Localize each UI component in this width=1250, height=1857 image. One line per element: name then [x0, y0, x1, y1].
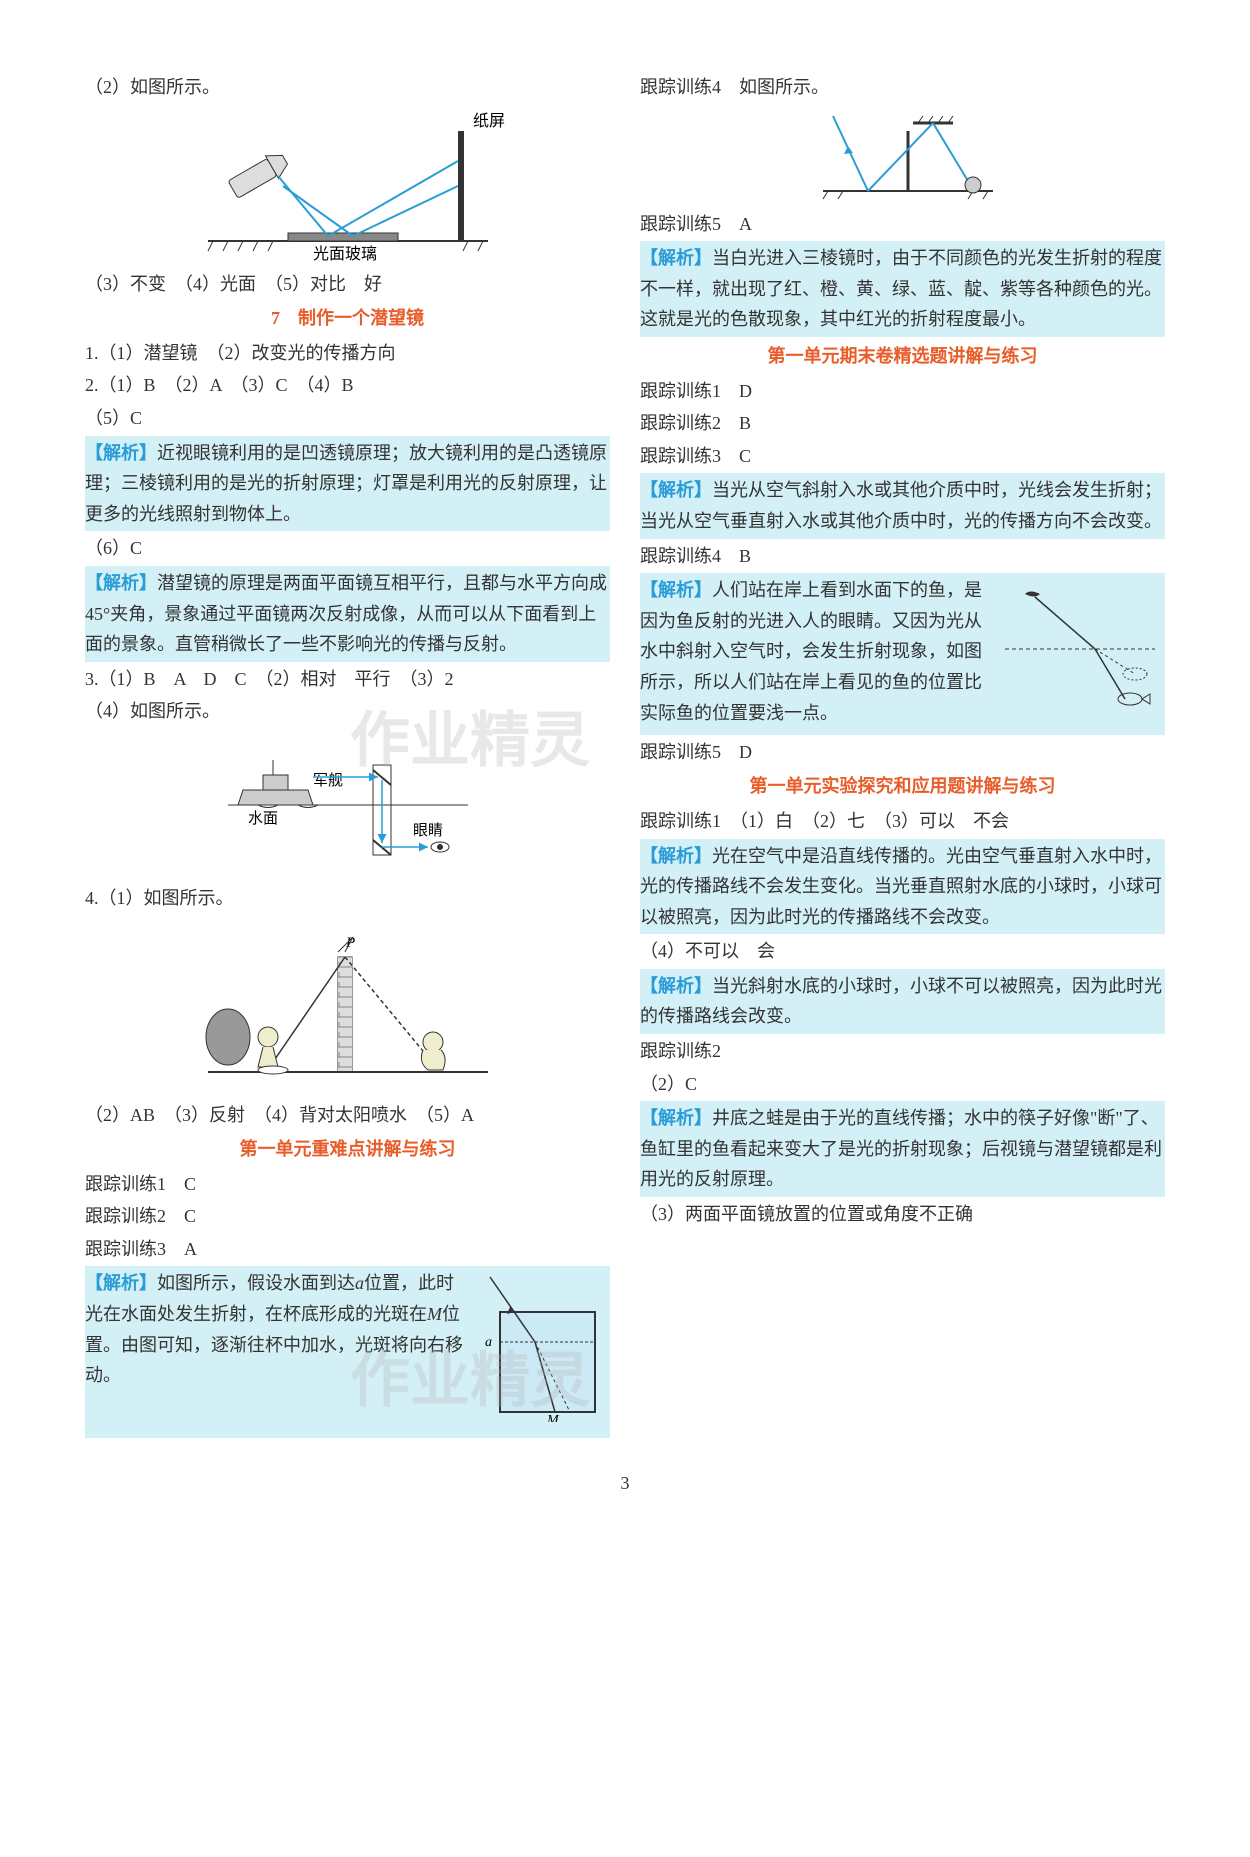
- analysis-text: 井底之蛙是由于光的直线传播；水中的筷子好像"断"了、鱼缸里的鱼看起来变大了是光的…: [640, 1108, 1162, 1189]
- text-line: 跟踪训练2 C: [85, 1201, 610, 1232]
- text-line: （4）不可以 会: [640, 936, 1165, 967]
- page-container: （2）如图所示。 纸屏: [85, 70, 1165, 1438]
- text-line: 跟踪训练1 C: [85, 1169, 610, 1200]
- analysis-label: 【解析】: [85, 1273, 157, 1293]
- right-column: 跟踪训练4 如图所示。 跟踪训练5 A 【解析】当白光进入三棱镜时，由于不同颜色…: [640, 70, 1165, 1438]
- page-number: 3: [85, 1468, 1165, 1499]
- svg-text:水面: 水面: [248, 810, 278, 827]
- var: M: [427, 1304, 442, 1324]
- text-line: 1.（1）潜望镜 （2）改变光的传播方向: [85, 338, 610, 369]
- text-line: 跟踪训练5 D: [640, 737, 1165, 768]
- figure-flashlight-glass: 纸屏 光面玻璃: [85, 111, 610, 261]
- analysis-text: 当光斜射水底的小球时，小球不可以被照亮，因为此时光的传播路线会改变。: [640, 976, 1162, 1027]
- text-line: （6）C: [85, 533, 610, 564]
- analysis-block: a M 【解析】如图所示，假设水面到达a位置，此时光在水面处发生折射，在杯底形成…: [85, 1266, 610, 1438]
- text-line: 2.（1）B （2）A （3）C （4）B: [85, 370, 610, 401]
- analysis-label: 【解析】: [640, 976, 712, 996]
- figure-periscope-ship: 军舰 水面 眼睛: [85, 735, 610, 875]
- text-line: 跟踪训练3 C: [640, 441, 1165, 472]
- section-title-exam: 第一单元期末卷精选题讲解与练习: [640, 341, 1165, 372]
- analysis-text: 潜望镜的原理是两面平面镜互相平行，且都与水平方向成45°夹角，景象通过平面镜两次…: [85, 573, 607, 654]
- text-line: （2）AB （3）反射 （4）背对太阳喷水 （5）A: [85, 1100, 610, 1131]
- analysis-label: 【解析】: [640, 846, 712, 866]
- text-line: （2）C: [640, 1069, 1165, 1100]
- text-line: （3）不变 （4）光面 （5）对比 好: [85, 269, 610, 300]
- text-line: 跟踪训练2: [640, 1036, 1165, 1067]
- text-line: 跟踪训练4 如图所示。: [640, 72, 1165, 103]
- text-line: 3.（1）B A D C （2）相对 平行 （3）2: [85, 664, 610, 695]
- analysis-text: 当光从空气斜射入水或其他介质中时，光线会发生折射；当光从空气垂直射入水或其他介质…: [640, 480, 1162, 531]
- analysis-block: 【解析】光在空气中是沿直线传播的。光由空气垂直射入水中时，光的传播路线不会发生变…: [640, 839, 1165, 935]
- analysis-block: 【解析】人们站在岸上看到水面下的鱼，是因为鱼反射的光进入人的眼睛。又因为光从水中…: [640, 573, 1165, 735]
- figure-mirror-reflection: [640, 111, 1165, 201]
- text-line: 跟踪训练2 B: [640, 408, 1165, 439]
- svg-text:军舰: 军舰: [313, 772, 343, 789]
- text-line: （3）两面平面镜放置的位置或角度不正确: [640, 1199, 1165, 1230]
- text-line: 跟踪训练3 A: [85, 1234, 610, 1265]
- svg-text:M: M: [546, 1413, 560, 1422]
- text-line: 4.（1）如图所示。: [85, 883, 610, 914]
- text-line: 跟踪训练5 A: [640, 209, 1165, 240]
- text-line: （2）如图所示。: [85, 72, 610, 103]
- analysis-label: 【解析】: [640, 1108, 712, 1128]
- section-title-experiment: 第一单元实验探究和应用题讲解与练习: [640, 771, 1165, 802]
- analysis-block: 【解析】井底之蛙是由于光的直线传播；水中的筷子好像"断"了、鱼缸里的鱼看起来变大…: [640, 1101, 1165, 1197]
- fig-label: 光面玻璃: [313, 245, 377, 261]
- left-column: （2）如图所示。 纸屏: [85, 70, 610, 1438]
- figure-wall-reflection: P: [85, 922, 610, 1092]
- analysis-label: 【解析】: [640, 580, 712, 600]
- text-line: （5）C: [85, 403, 610, 434]
- analysis-block: 【解析】当白光进入三棱镜时，由于不同颜色的光发生折射的程度不一样，就出现了红、橙…: [640, 241, 1165, 337]
- analysis-block: 【解析】近视眼镜利用的是凹透镜原理；放大镜利用的是凸透镜原理；三棱镜利用的是光的…: [85, 436, 610, 532]
- analysis-text: 当白光进入三棱镜时，由于不同颜色的光发生折射的程度不一样，就出现了红、橙、黄、绿…: [640, 248, 1162, 329]
- analysis-text: 光在空气中是沿直线传播的。光由空气垂直射入水中时，光的传播路线不会发生变化。当光…: [640, 846, 1162, 927]
- text-line: 跟踪训练1 D: [640, 376, 1165, 407]
- analysis-block: 【解析】潜望镜的原理是两面平面镜互相平行，且都与水平方向成45°夹角，景象通过平…: [85, 566, 610, 662]
- section-title-periscope: 7 制作一个潜望镜: [85, 303, 610, 334]
- text-line: 跟踪训练1 （1）白 （2）七 （3）可以 不会: [640, 806, 1165, 837]
- analysis-text: 近视眼镜利用的是凹透镜原理；放大镜利用的是凸透镜原理；三棱镜利用的是光的折射原理…: [85, 443, 607, 524]
- analysis-text: 如图所示，假设水面到达: [157, 1273, 355, 1293]
- analysis-label: 【解析】: [640, 480, 712, 500]
- analysis-label: 【解析】: [85, 443, 157, 463]
- svg-text:眼睛: 眼睛: [413, 822, 443, 839]
- text-line: （4）如图所示。: [85, 696, 610, 727]
- var: a: [355, 1273, 364, 1293]
- fig-label: 纸屏: [473, 112, 505, 130]
- analysis-block: 【解析】当光斜射水底的小球时，小球不可以被照亮，因为此时光的传播路线会改变。: [640, 969, 1165, 1034]
- figure-fish-refraction: [995, 579, 1165, 729]
- analysis-block: 【解析】当光从空气斜射入水或其他介质中时，光线会发生折射；当光从空气垂直射入水或…: [640, 473, 1165, 538]
- analysis-label: 【解析】: [85, 573, 157, 593]
- analysis-label: 【解析】: [640, 248, 712, 268]
- figure-cup-refraction: a M: [475, 1272, 610, 1432]
- analysis-text: 人们站在岸上看到水面下的鱼，是因为鱼反射的光进入人的眼睛。又因为光从水中斜射入空…: [640, 580, 982, 722]
- section-title-difficulty: 第一单元重难点讲解与练习: [85, 1134, 610, 1165]
- text-line: 跟踪训练4 B: [640, 541, 1165, 572]
- svg-text:a: a: [485, 1335, 492, 1350]
